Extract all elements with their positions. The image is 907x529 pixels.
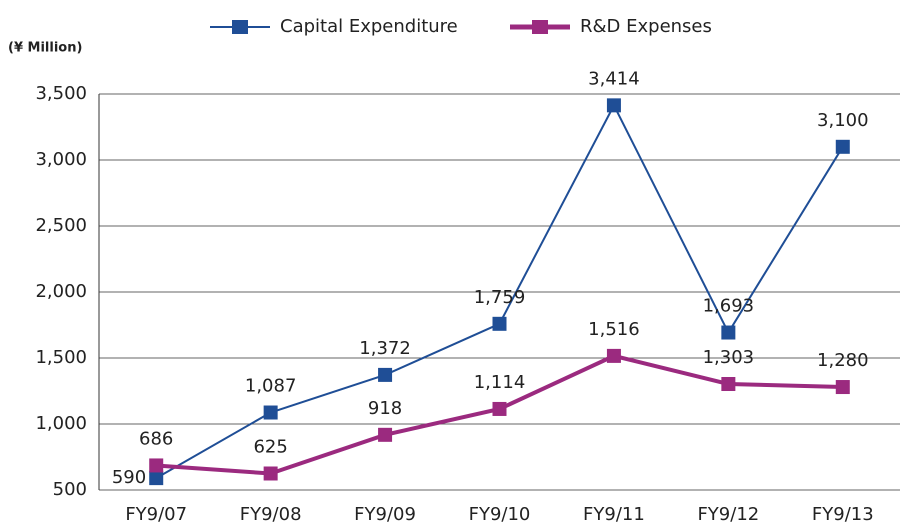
- marker: [835, 380, 850, 395]
- data-label: 1,280: [817, 350, 869, 371]
- marker: [721, 377, 736, 392]
- marker: [606, 348, 621, 363]
- data-label: 3,414: [588, 68, 640, 89]
- data-label: 1,372: [359, 338, 411, 359]
- data-label: 1,114: [474, 372, 526, 393]
- y-tick-label: 3,000: [35, 149, 87, 170]
- y-tick-label: 500: [53, 479, 87, 500]
- data-label: 918: [368, 398, 402, 419]
- legend-marker: [532, 20, 548, 34]
- data-label: 1,303: [703, 347, 755, 368]
- x-tick-label: FY9/12: [697, 504, 759, 525]
- marker: [149, 471, 164, 486]
- marker: [263, 466, 278, 481]
- marker: [835, 139, 850, 154]
- x-tick-label: FY9/13: [812, 504, 874, 525]
- marker: [492, 316, 507, 331]
- marker: [721, 325, 736, 340]
- data-label: 686: [139, 428, 173, 449]
- y-tick-label: 3,500: [35, 83, 87, 104]
- legend-marker: [232, 20, 248, 34]
- y-tick-label: 2,000: [35, 281, 87, 302]
- data-label: 1,516: [588, 319, 640, 340]
- marker: [378, 427, 393, 442]
- data-label: 590: [112, 467, 146, 488]
- marker: [606, 98, 621, 113]
- x-tick-label: FY9/07: [125, 504, 187, 525]
- y-tick-label: 1,500: [35, 347, 87, 368]
- x-tick-label: FY9/08: [240, 504, 302, 525]
- data-label: 1,759: [474, 287, 526, 308]
- y-tick-label: 2,500: [35, 215, 87, 236]
- x-tick-label: FY9/09: [354, 504, 416, 525]
- marker: [378, 367, 393, 382]
- data-label: 625: [253, 437, 287, 458]
- y-tick-label: 1,000: [35, 413, 87, 434]
- data-label: 1,087: [245, 376, 297, 397]
- marker: [492, 401, 507, 416]
- legend-label: R&D Expenses: [580, 16, 712, 37]
- data-label: 1,693: [703, 296, 755, 317]
- y-axis-label: (¥ Million): [8, 41, 82, 56]
- marker: [263, 405, 278, 420]
- legend-label: Capital Expenditure: [280, 16, 458, 37]
- x-tick-label: FY9/10: [469, 504, 531, 525]
- marker: [149, 458, 164, 473]
- data-label: 3,100: [817, 110, 869, 131]
- x-tick-label: FY9/11: [583, 504, 645, 525]
